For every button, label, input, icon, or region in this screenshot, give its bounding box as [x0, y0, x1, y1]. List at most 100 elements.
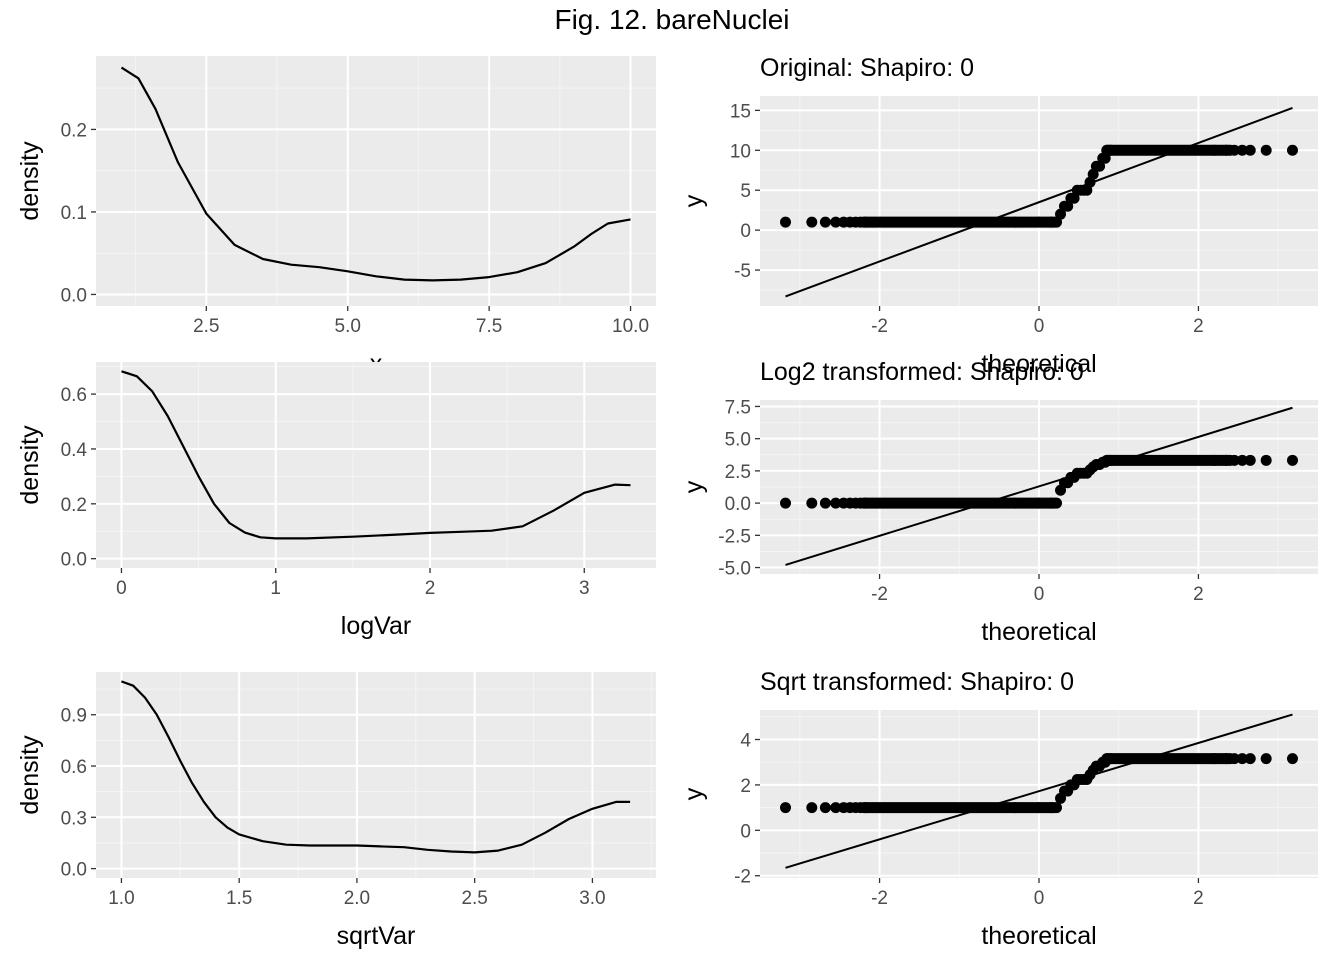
- y-tick-label: 0.0: [61, 860, 87, 881]
- qq-point: [830, 497, 842, 509]
- density-curve: [121, 370, 631, 540]
- y-tick-label: 5: [740, 181, 751, 202]
- qq-point: [1236, 454, 1248, 466]
- y-tick-label: 0.2: [61, 495, 87, 516]
- plot-title: Sqrt transformed: Shapiro: 0: [760, 668, 1074, 696]
- qq-point: [830, 802, 842, 814]
- y-tick-label: -2: [734, 867, 751, 888]
- density-plot-sqrt: 1.0 1.5 2.0 2.5 3.0 0.0 0.3 0.6 0.9 sqrtVar densit…: [16, 672, 656, 950]
- y-tick-label: 15: [730, 101, 751, 122]
- qq-point: [819, 497, 831, 509]
- qq-reference-line: [785, 107, 1293, 298]
- y-tick-label: 2.5: [725, 462, 751, 483]
- x-tick-label: 2.0: [344, 888, 370, 909]
- x-tick-label: 3: [579, 578, 590, 599]
- qq-point: [1286, 454, 1298, 466]
- x-tick-label: 5.0: [335, 316, 361, 337]
- qq-reference-line: [785, 406, 1293, 566]
- x-tick-label: 10.0: [612, 316, 649, 337]
- y-axis-title: density: [16, 141, 44, 221]
- qq-point: [819, 802, 831, 814]
- qq-point: [1244, 144, 1256, 156]
- qq-point: [1051, 802, 1063, 814]
- x-axis-title: theoretical: [981, 922, 1096, 950]
- y-tick-label: 0.3: [61, 808, 87, 829]
- x-tick-label: 1.0: [108, 888, 134, 909]
- y-tick-label: 7.5: [725, 397, 751, 418]
- qq-plot-sqrt: -2 0 2 -2 0 2 4 theoretical y Sqrt transformed: S…: [680, 668, 1318, 950]
- qq-point: [819, 216, 831, 228]
- qq-point: [1105, 144, 1117, 156]
- qq-point: [1228, 144, 1240, 156]
- qq-point: [859, 497, 871, 509]
- qq-point: [859, 802, 871, 814]
- qq-point: [859, 216, 871, 228]
- qq-point: [830, 216, 842, 228]
- qq-point: [1208, 144, 1220, 156]
- figure-title: Fig. 12. bareNuclei: [554, 4, 790, 35]
- y-tick-label: 10: [730, 141, 751, 162]
- x-tick-label: 1.5: [226, 888, 252, 909]
- y-tick-label: 4: [740, 731, 751, 752]
- plot-title: Log2 transformed: Shapiro: 0: [760, 358, 1084, 386]
- y-tick-label: 0.0: [61, 285, 87, 306]
- qq-point: [1286, 144, 1298, 156]
- qq-point: [780, 497, 792, 509]
- plot-title: Original: Shapiro: 0: [760, 54, 974, 82]
- qq-point: [806, 216, 818, 228]
- qq-point: [1220, 144, 1232, 156]
- qq-point: [1228, 753, 1240, 765]
- y-tick-label: 5.0: [725, 430, 751, 451]
- qq-point: [1260, 753, 1272, 765]
- qq-plot-original: -2 0 2 -5 0 5 10 15 theoretical y Original: Shapir…: [680, 54, 1318, 378]
- y-tick-label: 0.0: [61, 550, 87, 571]
- y-tick-label: 0.1: [61, 203, 87, 224]
- qq-point: [1009, 497, 1021, 509]
- x-tick-label: 2: [1193, 888, 1204, 909]
- qq-point: [1105, 454, 1117, 466]
- y-axis-title: y: [680, 194, 708, 207]
- y-tick-label: 0.0: [725, 494, 751, 515]
- y-tick-label: 2: [740, 776, 751, 797]
- x-tick-label: 2.5: [461, 888, 487, 909]
- qq-point: [1009, 216, 1021, 228]
- x-axis-title: theoretical: [981, 618, 1096, 646]
- x-tick-label: 3.0: [579, 888, 605, 909]
- y-axis-title: y: [680, 787, 708, 800]
- qq-point: [780, 216, 792, 228]
- x-tick-label: 0: [1034, 888, 1045, 909]
- qq-point: [1260, 144, 1272, 156]
- y-tick-label: 0: [740, 221, 751, 242]
- density-curve: [120, 66, 631, 282]
- x-tick-label: -2: [871, 888, 888, 909]
- x-tick-label: 0: [116, 578, 127, 599]
- y-axis-title: density: [16, 735, 44, 815]
- x-tick-label: 1: [270, 578, 281, 599]
- density-plot-original: 2.55.07.510.00.00.10.2xdensity: [16, 56, 656, 378]
- qq-point: [806, 802, 818, 814]
- y-tick-label: -5.0: [718, 559, 751, 580]
- y-tick-label: 0.4: [61, 440, 88, 461]
- qq-plot-log2: -2 0 2 -5.0 -2.5 0.0 2.5 5.0 7.5 theoretical y Log2…: [680, 358, 1318, 646]
- qq-reference-line: [785, 713, 1293, 869]
- qq-point: [1033, 802, 1045, 814]
- qq-point: [1228, 454, 1240, 466]
- qq-point: [1236, 144, 1248, 156]
- y-tick-label: 0.6: [61, 757, 87, 778]
- qq-point: [1208, 454, 1220, 466]
- y-tick-label: 0.2: [61, 120, 87, 141]
- qq-point: [1260, 454, 1272, 466]
- qq-point: [806, 497, 818, 509]
- panel-background: [96, 362, 656, 568]
- x-tick-label: -2: [871, 316, 888, 337]
- y-axis-title: density: [16, 425, 44, 505]
- x-tick-label: 2.5: [193, 316, 219, 337]
- x-axis-title: theoretical: [981, 350, 1096, 378]
- qq-point: [1286, 753, 1298, 765]
- x-tick-label: -2: [871, 584, 888, 605]
- x-tick-label: 0: [1034, 316, 1045, 337]
- x-tick-label: 2: [1193, 316, 1204, 337]
- qq-point: [1009, 802, 1021, 814]
- qq-point: [1220, 454, 1232, 466]
